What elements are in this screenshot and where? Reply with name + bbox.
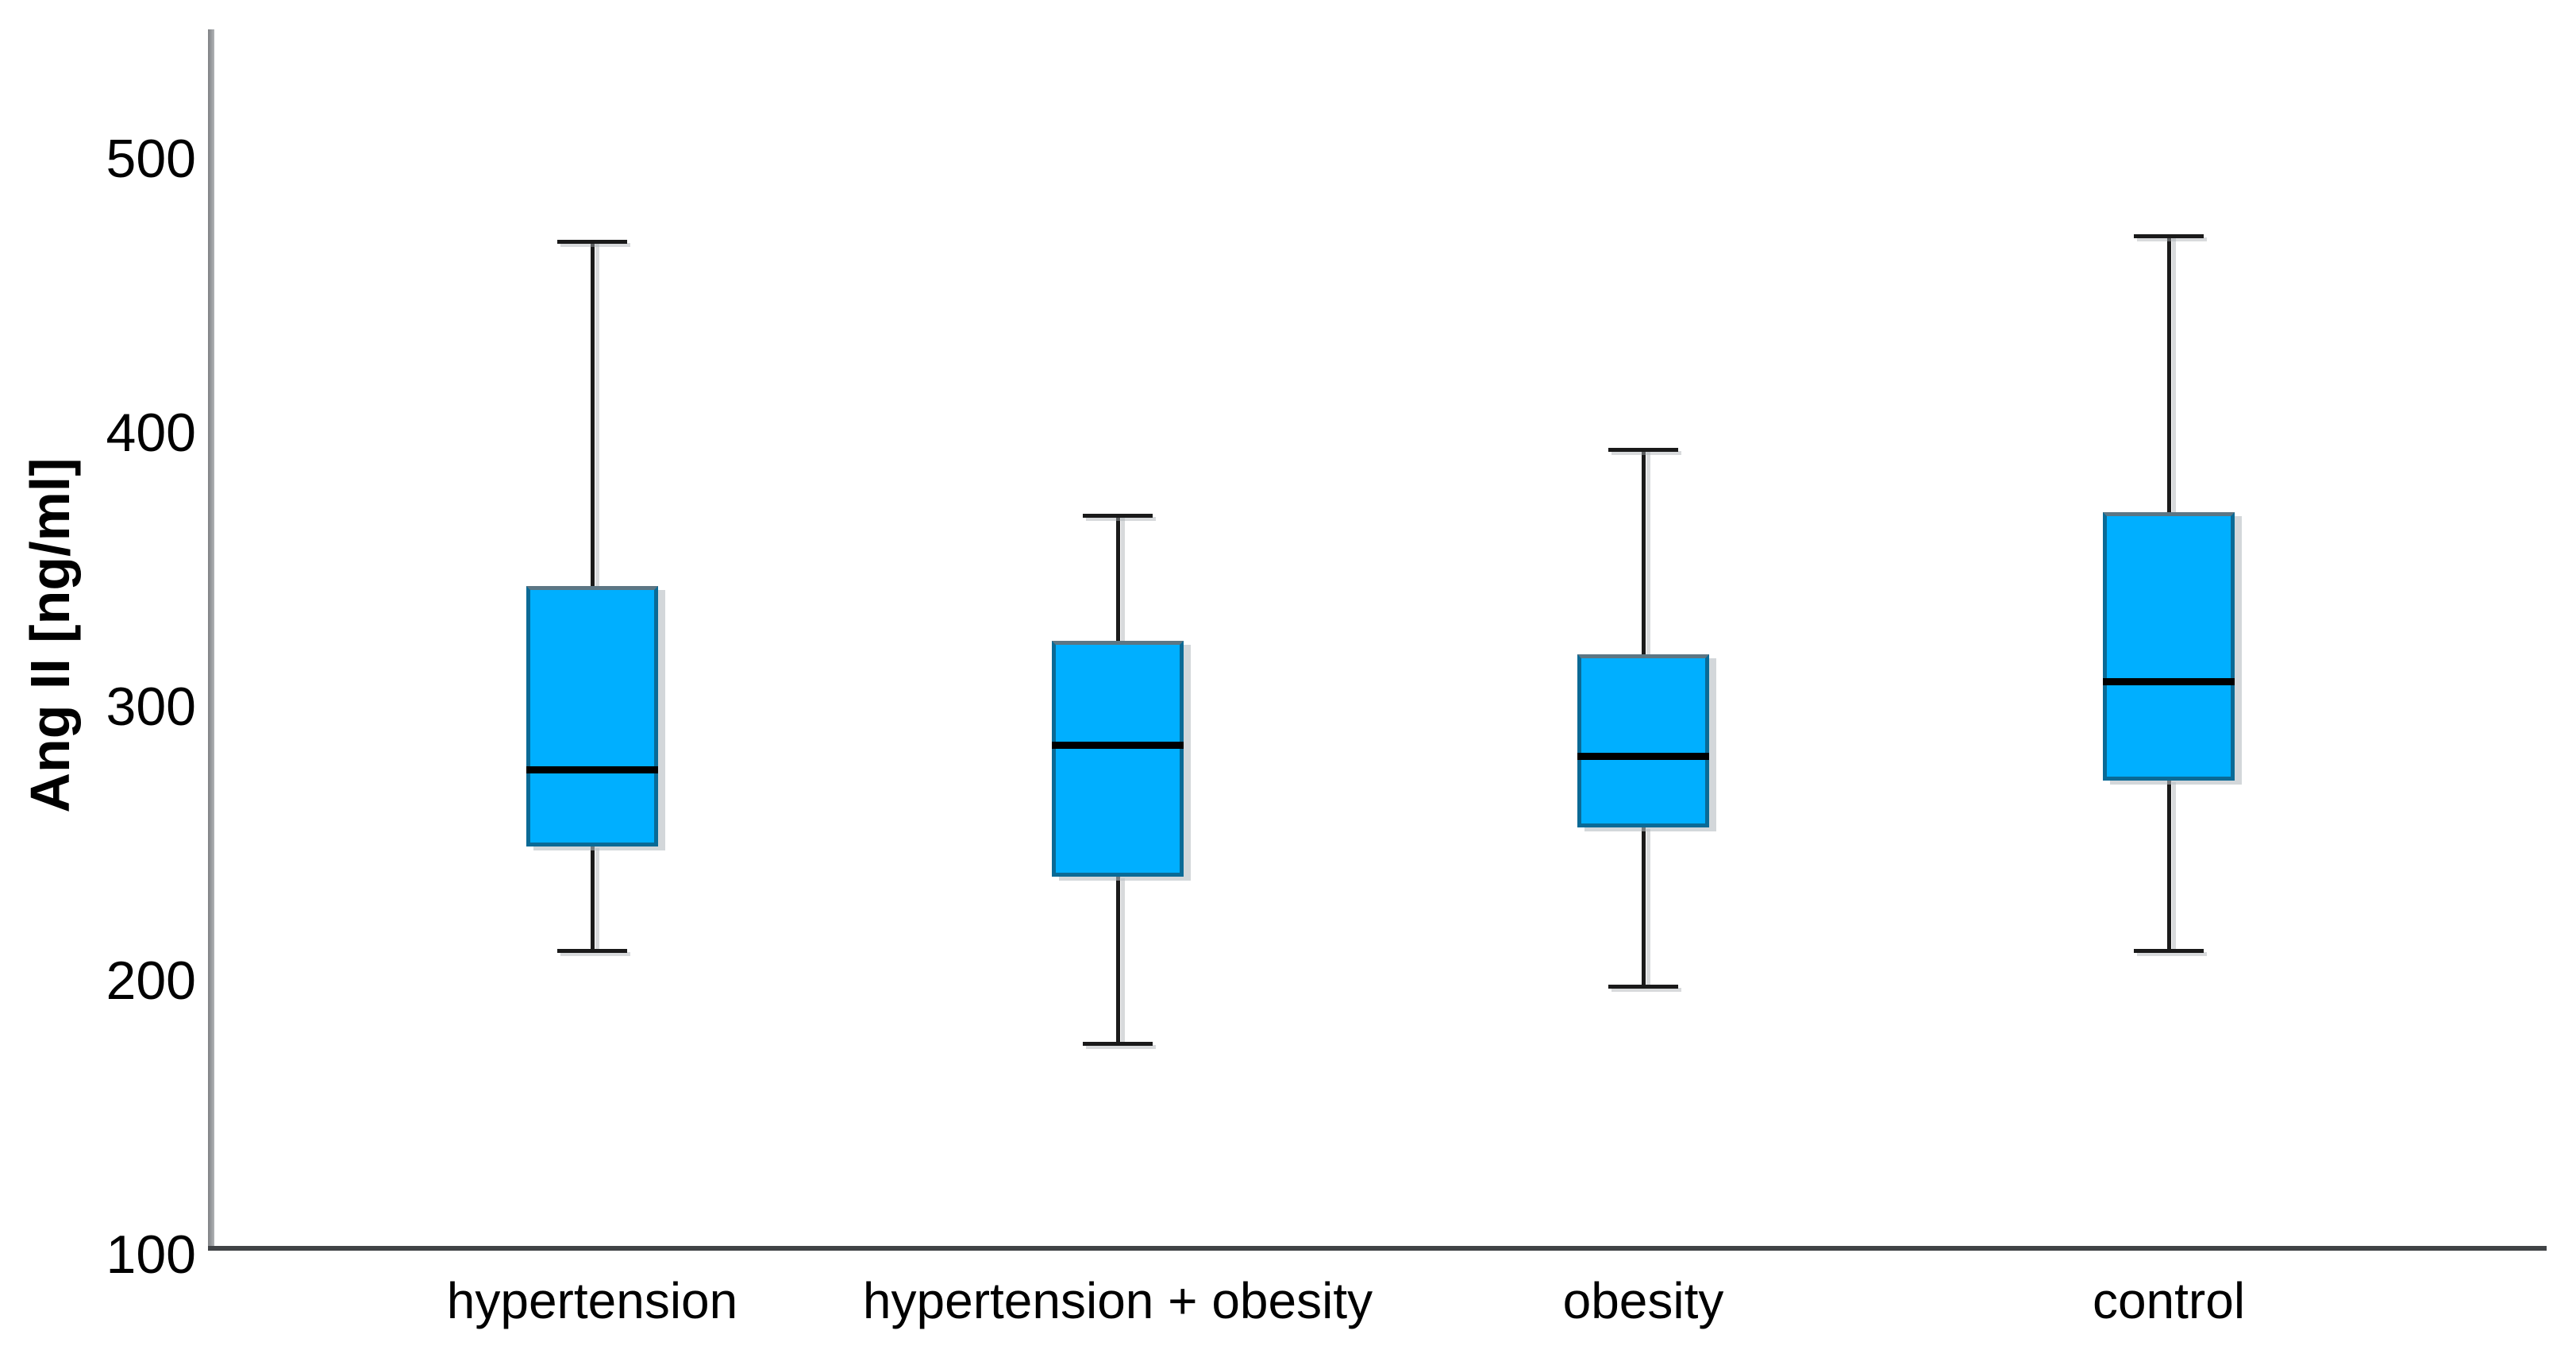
y-axis-line bbox=[208, 29, 214, 1251]
lower-whisker-line bbox=[590, 846, 595, 951]
iqr-box bbox=[2103, 512, 2235, 781]
max-whisker-cap bbox=[2134, 233, 2204, 238]
iqr-box bbox=[1577, 654, 1709, 827]
min-whisker-cap bbox=[1083, 1042, 1153, 1047]
lower-whisker-line bbox=[1115, 876, 1120, 1044]
min-whisker-cap bbox=[1608, 984, 1678, 989]
median-line bbox=[526, 765, 658, 773]
max-whisker-cap bbox=[1608, 447, 1678, 452]
y-tick-label: 100 bbox=[106, 1224, 196, 1285]
y-axis-title: Ang II [ng/ml] bbox=[19, 457, 81, 813]
x-category-label: control bbox=[2092, 1272, 2246, 1329]
iqr-box bbox=[1052, 641, 1184, 877]
y-tick-label: 200 bbox=[106, 951, 196, 1011]
x-category-label: hypertension + obesity bbox=[862, 1272, 1373, 1329]
x-category-label: hypertension bbox=[446, 1272, 738, 1329]
x-category-label: obesity bbox=[1562, 1272, 1724, 1329]
x-axis-line bbox=[208, 1246, 2547, 1251]
max-whisker-cap bbox=[557, 239, 627, 244]
iqr-box bbox=[526, 586, 658, 846]
min-whisker-cap bbox=[2134, 949, 2204, 954]
upper-whisker-line bbox=[1115, 515, 1120, 642]
max-whisker-cap bbox=[1083, 513, 1153, 518]
upper-whisker-line bbox=[590, 241, 595, 587]
upper-whisker-line bbox=[2166, 235, 2171, 513]
y-tick-label: 500 bbox=[106, 129, 196, 189]
median-line bbox=[1577, 752, 1709, 760]
upper-whisker-line bbox=[1641, 449, 1646, 655]
y-tick-label: 300 bbox=[106, 677, 196, 737]
lower-whisker-line bbox=[1641, 827, 1646, 986]
lower-whisker-line bbox=[2166, 781, 2171, 951]
y-tick-label: 400 bbox=[106, 403, 196, 463]
min-whisker-cap bbox=[557, 949, 627, 954]
median-line bbox=[2103, 678, 2235, 686]
median-line bbox=[1052, 741, 1184, 749]
